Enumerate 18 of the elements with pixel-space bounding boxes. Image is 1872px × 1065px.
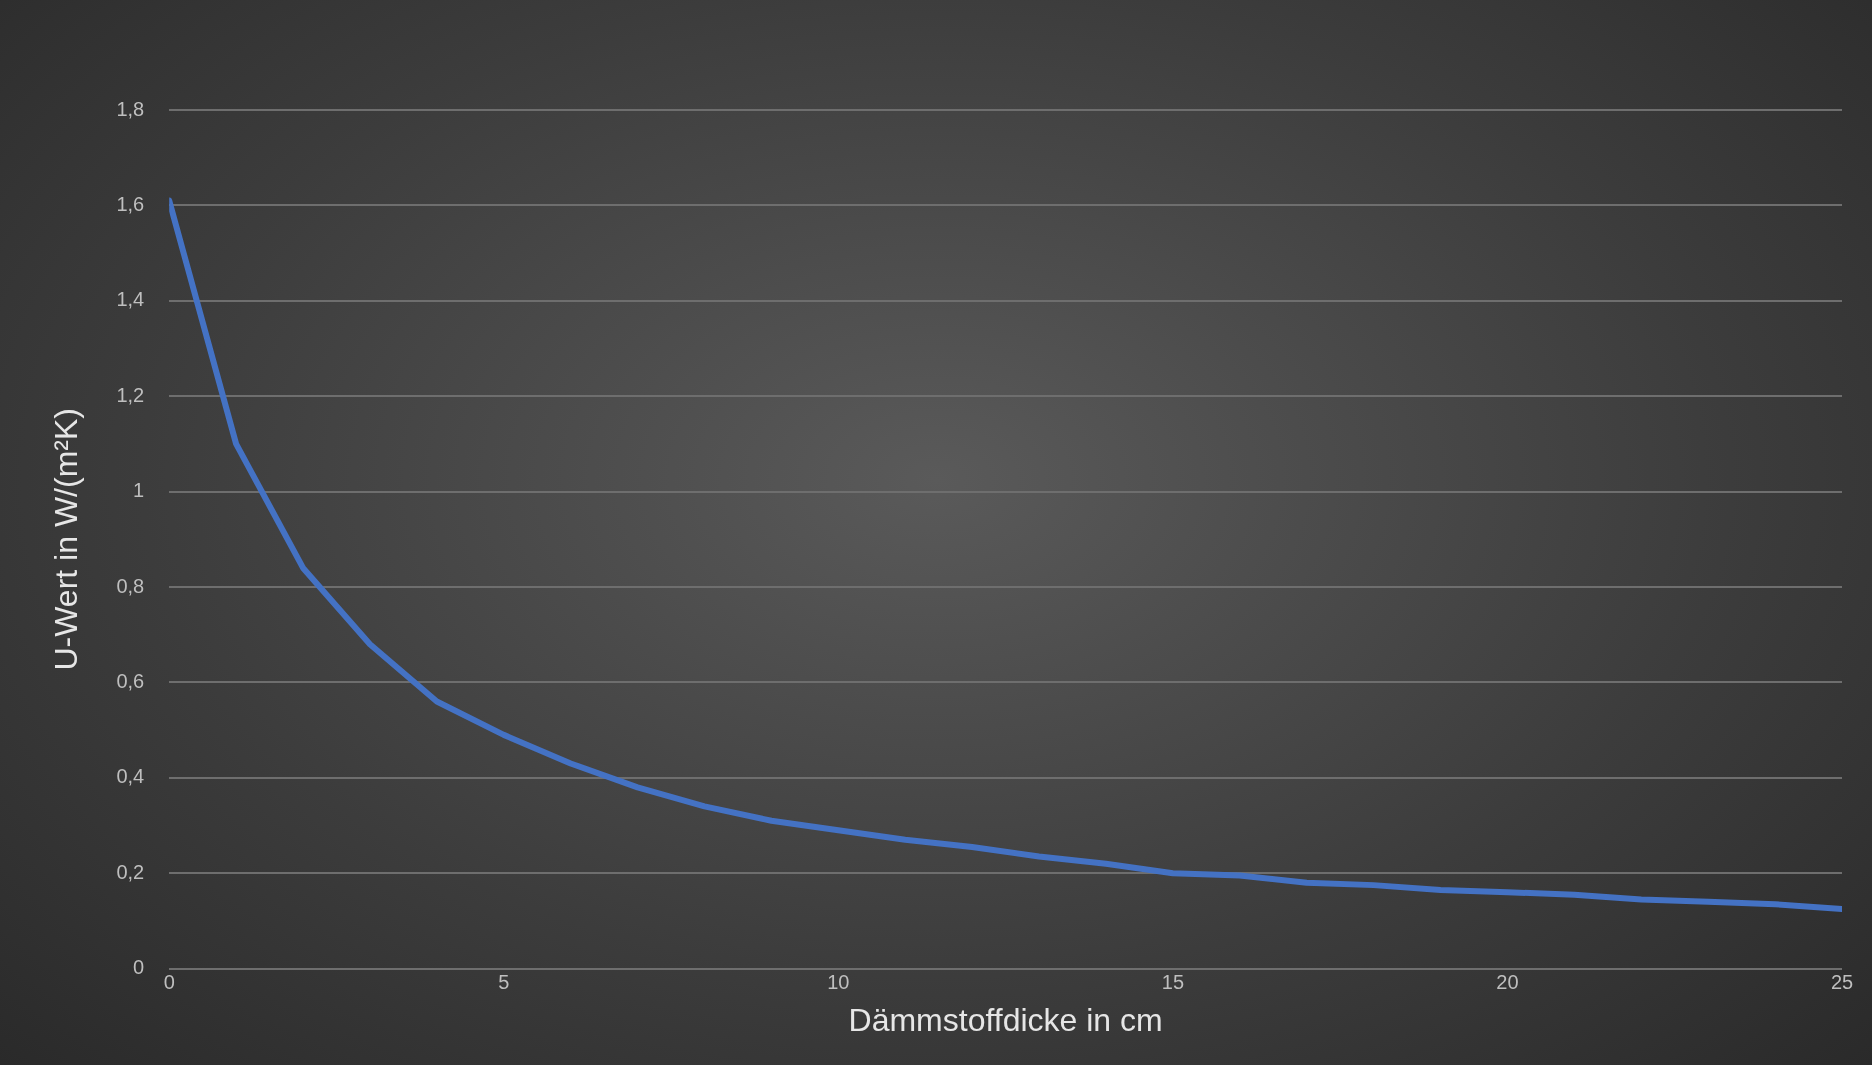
x-tick-label: 20	[1496, 971, 1519, 994]
y-tick-label: 1	[133, 479, 145, 502]
x-axis-title: Dämmstoffdicke in cm	[848, 1001, 1163, 1038]
y-tick-label: 1,6	[116, 192, 145, 215]
y-tick-label: 1,4	[116, 288, 145, 311]
y-tick-label: 0,4	[116, 765, 145, 788]
y-tick-label: 1,2	[116, 383, 145, 406]
x-tick-label: 5	[498, 971, 510, 994]
y-tick-label: 0	[133, 956, 145, 979]
y-tick-label: 0,2	[116, 860, 145, 883]
y-tick-label: 0,8	[116, 574, 145, 597]
y-tick-label: 1,8	[116, 97, 145, 120]
y-axis-title: U-Wert in W/(m²K)	[48, 408, 85, 671]
y-tick-label: 0,6	[116, 669, 145, 692]
x-tick-label: 25	[1830, 971, 1854, 994]
x-tick-label: 0	[163, 971, 175, 994]
x-tick-label: 15	[1161, 971, 1185, 994]
x-tick-label: 10	[827, 971, 850, 994]
